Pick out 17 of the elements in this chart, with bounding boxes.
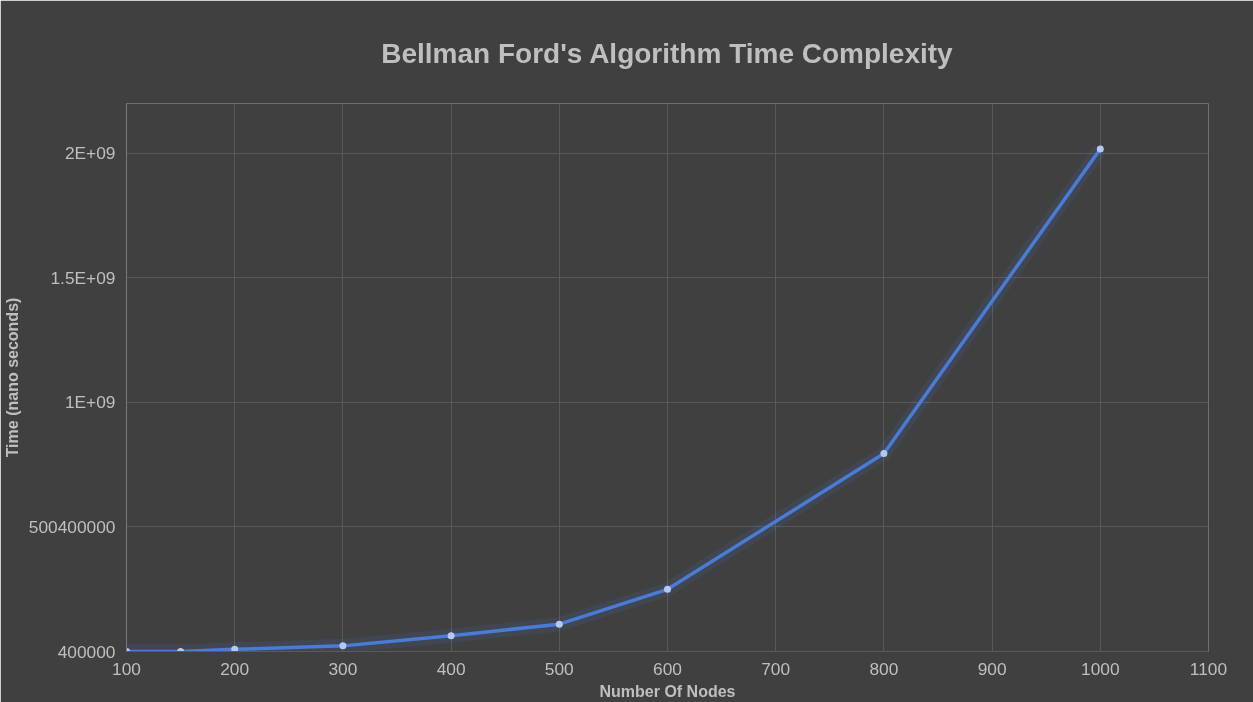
x-tick-label: 900	[977, 658, 1007, 679]
x-tick-label: 600	[653, 658, 682, 679]
x-tick-label: 300	[328, 658, 358, 679]
x-tick-label: 500	[544, 658, 574, 679]
chart-title: Bellman Ford's Algorithm Time Complexity	[381, 37, 954, 69]
x-tick-label: 1000	[1081, 658, 1120, 679]
x-tick-label: 200	[220, 658, 250, 679]
x-tick-label: 400	[436, 658, 466, 679]
y-tick-label: 2E+09	[64, 143, 116, 164]
x-tick-label: 1100	[1189, 658, 1228, 679]
y-tick-label: 1E+09	[64, 392, 116, 413]
x-tick-label: 800	[869, 658, 899, 679]
y-axis-title: Time (nano seconds)	[3, 297, 21, 458]
x-tick-label: 700	[761, 658, 791, 679]
x-axis-title: Number Of Nodes	[599, 682, 736, 700]
y-tick-label: 1.5E+09	[50, 267, 116, 288]
y-tick-label: 500400000	[28, 516, 116, 537]
